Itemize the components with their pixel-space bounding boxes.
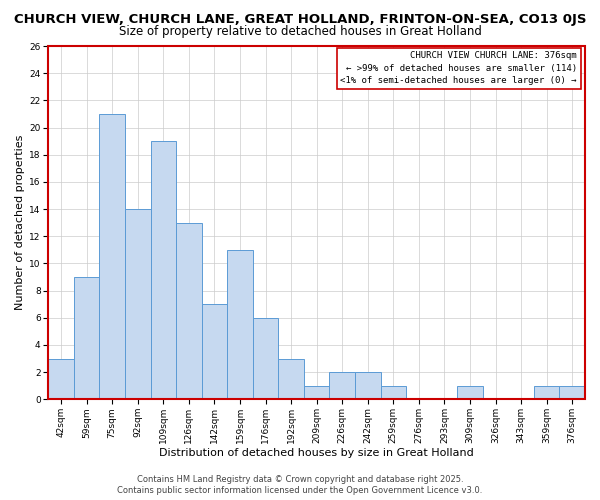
Bar [457,386,483,400]
Text: Contains HM Land Registry data © Crown copyright and database right 2025.: Contains HM Land Registry data © Crown c… [137,475,463,484]
Bar [534,386,559,400]
Bar [100,114,125,400]
Text: Contains public sector information licensed under the Open Government Licence v3: Contains public sector information licen… [118,486,482,495]
Bar [559,386,585,400]
Bar [278,358,304,400]
Bar [176,222,202,400]
Bar [49,358,74,400]
Y-axis label: Number of detached properties: Number of detached properties [15,135,25,310]
Bar [49,46,585,400]
X-axis label: Distribution of detached houses by size in Great Holland: Distribution of detached houses by size … [159,448,474,458]
Bar [329,372,355,400]
Bar [227,250,253,400]
Bar [253,318,278,400]
Bar [74,277,100,400]
Text: Size of property relative to detached houses in Great Holland: Size of property relative to detached ho… [119,25,481,38]
Bar [380,386,406,400]
Bar [151,141,176,400]
Bar [304,386,329,400]
Bar [202,304,227,400]
Text: CHURCH VIEW, CHURCH LANE, GREAT HOLLAND, FRINTON-ON-SEA, CO13 0JS: CHURCH VIEW, CHURCH LANE, GREAT HOLLAND,… [14,12,586,26]
Text: CHURCH VIEW CHURCH LANE: 376sqm
← >99% of detached houses are smaller (114)
<1% : CHURCH VIEW CHURCH LANE: 376sqm ← >99% o… [340,52,577,86]
Bar [355,372,380,400]
Bar [125,209,151,400]
